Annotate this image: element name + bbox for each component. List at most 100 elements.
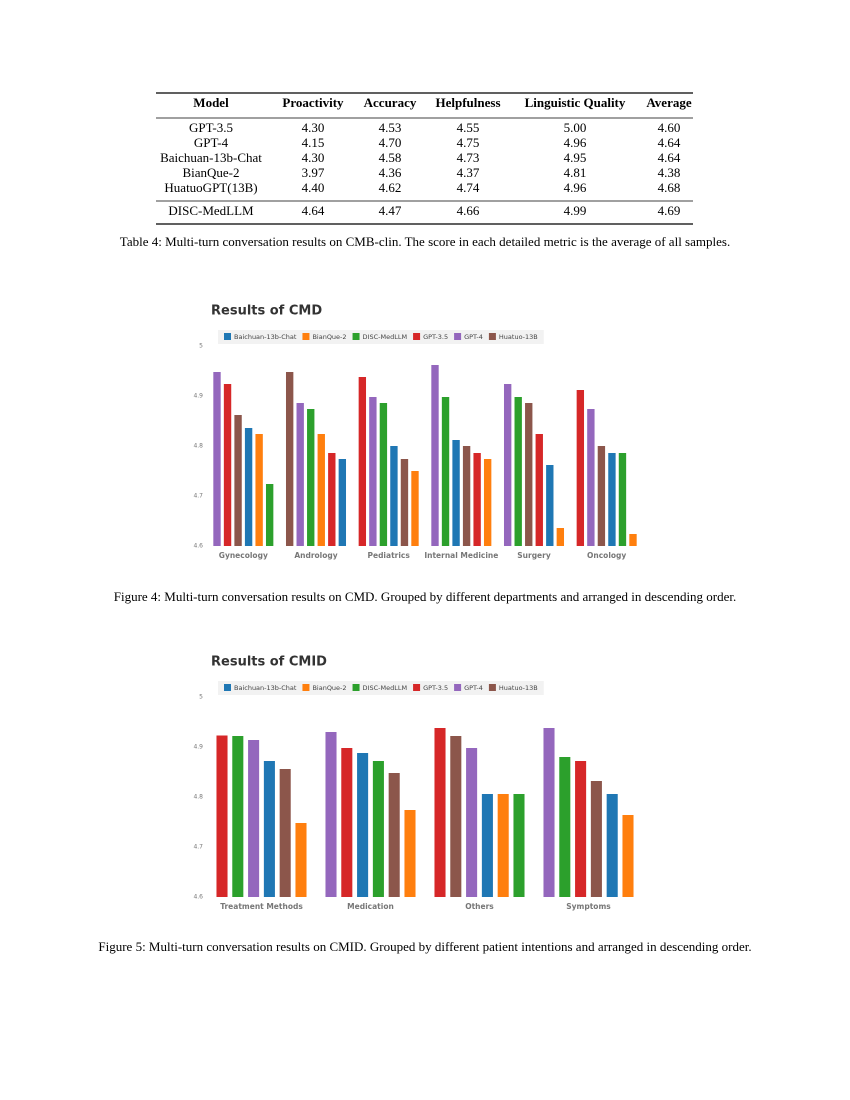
- bar: [543, 728, 555, 897]
- bar: [514, 397, 522, 546]
- table-cell: 4.37: [457, 165, 480, 180]
- legend-label: GPT-4: [464, 684, 483, 692]
- bar: [248, 740, 260, 897]
- bar: [535, 434, 543, 546]
- bar: [325, 732, 337, 897]
- x-tick-label: Oncology: [587, 551, 626, 560]
- bar: [497, 794, 509, 897]
- table-caption: Table 4: Multi-turn conversation results…: [120, 234, 730, 249]
- bar: [223, 384, 232, 546]
- bar: [338, 459, 347, 546]
- bar: [441, 397, 450, 546]
- table-cell: 4.73: [457, 150, 480, 165]
- bar: [546, 465, 554, 546]
- bar: [434, 728, 446, 897]
- table-cell: 4.30: [302, 150, 325, 165]
- x-tick-label: Andrology: [294, 551, 337, 560]
- bar: [559, 757, 571, 897]
- y-tick-label: 4.6: [193, 894, 203, 901]
- bar: [590, 781, 602, 897]
- bar: [452, 440, 460, 546]
- table-cell: 4.68: [658, 180, 681, 195]
- y-tick-label: 4.6: [193, 543, 203, 550]
- bar: [232, 736, 244, 897]
- legend-swatch: [454, 333, 462, 340]
- bar: [234, 415, 242, 546]
- table-cell: 4.64: [658, 150, 681, 165]
- legend-swatch: [352, 684, 360, 691]
- x-tick-label: Pediatrics: [367, 551, 410, 560]
- bar: [473, 453, 481, 546]
- bar: [404, 810, 416, 897]
- y-tick-label: 4.9: [193, 744, 203, 751]
- table-cell: DISC-MedLLM: [168, 203, 254, 218]
- bar: [390, 446, 398, 546]
- table-cell: 4.64: [658, 135, 681, 150]
- bar: [307, 409, 315, 546]
- bar: [618, 453, 627, 546]
- table-header-cell: Accuracy: [364, 95, 417, 110]
- y-tick-label: 5: [199, 343, 203, 350]
- y-tick-label: 5: [199, 694, 203, 701]
- table-cell: 4.66: [457, 203, 480, 218]
- bar: [431, 365, 439, 546]
- table-cell: 4.62: [379, 180, 402, 195]
- table-cell: 4.15: [302, 135, 325, 150]
- legend-label: DISC-MedLLM: [363, 684, 408, 692]
- table-cell: GPT-4: [194, 135, 229, 150]
- bar: [587, 409, 595, 546]
- table-cell: 4.75: [457, 135, 480, 150]
- table-cell: 4.81: [564, 165, 587, 180]
- figure-caption: Figure 4: Multi-turn conversation result…: [114, 589, 737, 604]
- legend-label: GPT-3.5: [423, 333, 448, 341]
- bar: [606, 794, 618, 897]
- bar: [341, 748, 353, 897]
- table-cell: 4.99: [564, 203, 587, 218]
- y-tick-label: 4.9: [193, 393, 203, 400]
- y-tick-label: 4.7: [193, 844, 203, 851]
- bar: [372, 761, 384, 897]
- table-cell: 3.97: [302, 165, 325, 180]
- bar: [481, 794, 493, 897]
- legend-label: GPT-4: [464, 333, 483, 341]
- bar: [503, 384, 512, 546]
- legend-swatch: [302, 333, 310, 340]
- legend-swatch: [488, 684, 496, 691]
- bar: [450, 736, 462, 897]
- table-cell: GPT-3.5: [189, 120, 233, 135]
- bar: [263, 761, 275, 897]
- table-header-cell: Model: [193, 95, 229, 110]
- table-cell: 4.70: [379, 135, 402, 150]
- chart-title: Results of CMD: [211, 304, 322, 319]
- legend-label: Huatuo-13B: [499, 333, 538, 341]
- bar: [513, 794, 525, 897]
- table-cell: 4.95: [564, 150, 587, 165]
- legend-label: Baichuan-13b-Chat: [234, 333, 297, 341]
- legend-box: [218, 330, 544, 344]
- table-cell: 4.69: [658, 203, 681, 218]
- bar: [285, 372, 294, 546]
- x-tick-label: Medication: [347, 902, 394, 911]
- bar: [525, 403, 533, 546]
- chart-title: Results of CMID: [211, 655, 327, 670]
- bar: [295, 823, 307, 897]
- table-header-cell: Linguistic Quality: [525, 95, 626, 110]
- table-cell: BianQue-2: [182, 165, 239, 180]
- figure-caption: Figure 5: Multi-turn conversation result…: [98, 939, 751, 954]
- bar: [576, 390, 585, 546]
- bar: [597, 446, 606, 546]
- x-tick-label: Surgery: [517, 551, 551, 560]
- table-cell: 4.47: [379, 203, 402, 218]
- legend-label: DISC-MedLLM: [363, 333, 408, 341]
- table-cell: 4.74: [457, 180, 480, 195]
- legend-label: Huatuo-13B: [499, 684, 538, 692]
- bar: [279, 769, 291, 897]
- table-cell: Baichuan-13b-Chat: [160, 150, 262, 165]
- bar: [255, 434, 263, 546]
- table-cell: 4.96: [564, 180, 587, 195]
- table-cell: 5.00: [564, 120, 587, 135]
- legend-swatch: [413, 684, 421, 691]
- legend-swatch: [413, 333, 421, 340]
- bar: [400, 459, 409, 546]
- legend-label: BianQue-2: [312, 684, 346, 692]
